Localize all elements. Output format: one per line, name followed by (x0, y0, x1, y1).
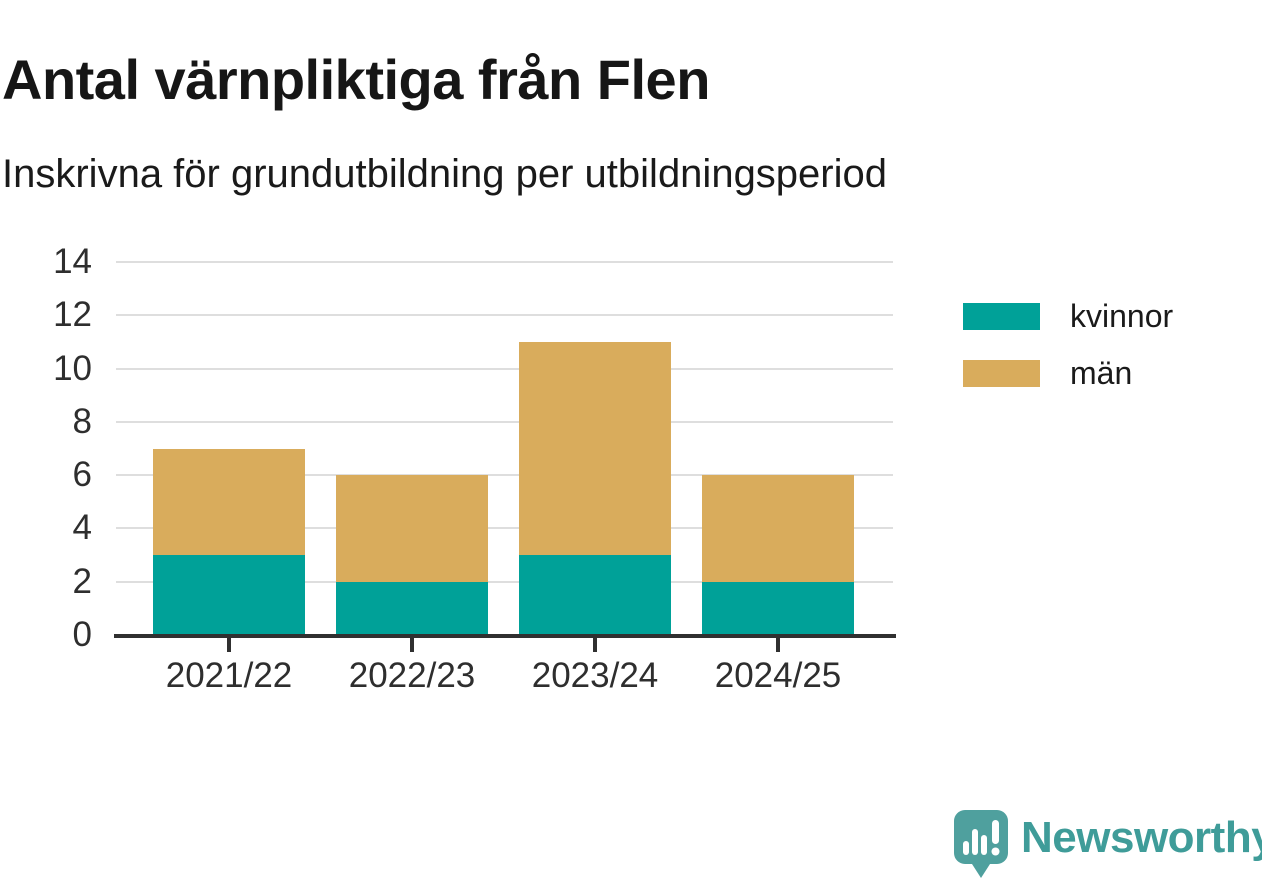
x-tick-2022/23 (410, 638, 414, 652)
y-tick-label-4: 4 (72, 508, 92, 548)
x-tick-label-2022/23: 2022/23 (348, 656, 476, 695)
legend-item-kvinnor: kvinnor (963, 298, 1173, 334)
y-tick-label-12: 12 (53, 295, 92, 335)
gridline-8 (116, 420, 893, 423)
legend-item-man: män (963, 355, 1173, 391)
chart-title: Antal värnpliktiga från Flen (2, 47, 710, 111)
legend-label-man: män (1070, 355, 1133, 391)
bar-kvinnor-2022/23 (336, 581, 488, 635)
x-tick-label-2024/25: 2024/25 (714, 656, 842, 695)
bar-kvinnor-2024/25 (702, 581, 854, 635)
bar-män-2022/23 (336, 475, 488, 582)
x-tick-label-2021/22: 2021/22 (165, 656, 293, 695)
gridline-14 (116, 261, 893, 263)
y-tick-label-10: 10 (53, 348, 92, 388)
y-tick-label-6: 6 (72, 455, 92, 495)
brand-wordmark: Newsworthy (1021, 813, 1262, 862)
gridline-4 (116, 527, 893, 530)
legend-label-kvinnor: kvinnor (1070, 298, 1174, 334)
y-tick-label-0: 0 (72, 615, 92, 654)
chart-subtitle: Inskrivna för grundutbildning per utbild… (2, 152, 887, 196)
bar-kvinnor-2023/24 (519, 555, 671, 635)
bar-kvinnor-2021/22 (153, 555, 305, 635)
x-tick-2021/22 (227, 638, 231, 652)
x-tick-2023/24 (593, 638, 597, 652)
gridline-10 (116, 367, 893, 370)
y-tick-label-2: 2 (72, 561, 92, 601)
gridline-6 (116, 474, 893, 477)
legend-swatch-man (963, 360, 1040, 387)
newsworthy-brand: Newsworthy (954, 810, 1262, 878)
y-tick-label-8: 8 (72, 401, 92, 441)
x-tick-2024/25 (776, 638, 780, 652)
x-tick-label-2023/24: 2023/24 (531, 656, 659, 695)
legend: kvinnor män (963, 298, 1173, 417)
legend-swatch-kvinnor (963, 303, 1040, 330)
gridline-2 (116, 580, 893, 583)
bar-män-2024/25 (702, 475, 854, 582)
newsworthy-speech-bubble-bar-chart-icon (954, 810, 1008, 878)
gridline-12 (116, 314, 893, 317)
x-axis-line (114, 634, 896, 638)
bar-män-2021/22 (153, 448, 305, 556)
bar-män-2023/24 (519, 341, 671, 556)
y-tick-label-14: 14 (53, 242, 92, 281)
